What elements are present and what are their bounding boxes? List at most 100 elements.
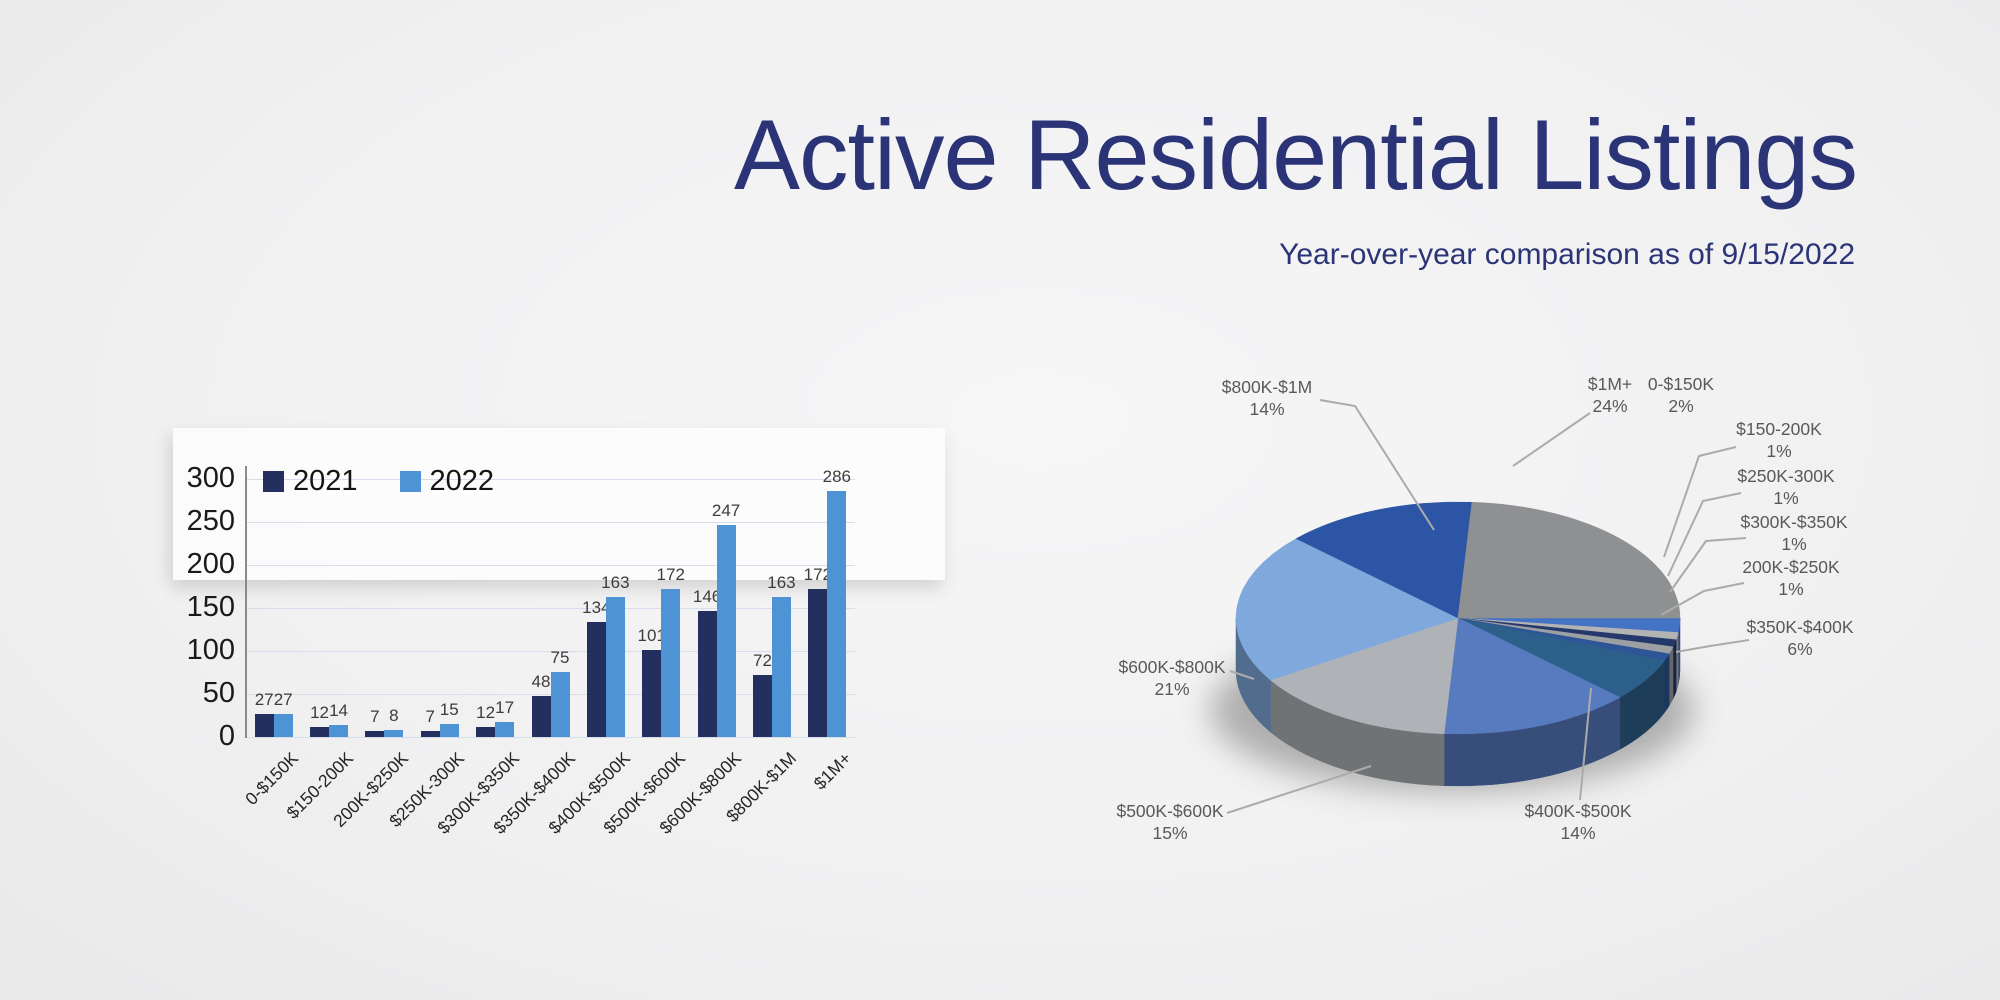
bar-2021 xyxy=(752,675,772,737)
pie-slice-side-$400K-$500K xyxy=(1443,696,1621,787)
bar-value-label: 172 xyxy=(656,565,685,584)
y-axis-tick-label: 0 xyxy=(218,720,235,752)
bar-2022 xyxy=(771,597,791,737)
pie-label-category: $250K-300K xyxy=(1737,466,1835,486)
bar-chart-plot-area: 0 50 100 150 200 250 300 27 27 0-$150K 12 14 $150-20… xyxy=(135,350,975,870)
pie-label-percent: 21% xyxy=(1154,679,1190,699)
x-axis-category-label: $500K-$600K xyxy=(599,748,690,838)
pie-label-percent: 1% xyxy=(1773,488,1799,508)
bar-value-label: 27 xyxy=(273,690,293,709)
pie-slice-$400K-$500K xyxy=(1443,617,1621,735)
bar-2021 xyxy=(642,650,662,737)
pie-label-percent: 24% xyxy=(1592,396,1628,416)
pie-label-$300K-$350K: $300K-$350K 1% xyxy=(1709,511,1879,555)
pie-slice-side-$250K-300K xyxy=(1668,646,1674,707)
pie-label-$500K-$600K: $500K-$600K 15% xyxy=(1085,800,1255,844)
x-axis-category-label: 200K-$250K xyxy=(329,748,413,831)
bar-value-label: 17 xyxy=(495,698,515,717)
x-axis-category-label: $350K-$400K xyxy=(488,748,579,838)
bar-2022 xyxy=(550,672,570,737)
legend-label-2021: 2021 xyxy=(293,464,358,497)
y-axis-tick-label: 50 xyxy=(202,677,235,709)
bar-2022 xyxy=(661,589,681,737)
bar-value-label: 27 xyxy=(254,690,274,709)
bar-2021 xyxy=(697,611,717,737)
pie-slice-$250K-300K xyxy=(1457,617,1674,655)
bar-value-label: 134 xyxy=(582,598,611,617)
pie-slice-$150-200K xyxy=(1457,617,1679,641)
pie-label-$400K-$500K: $400K-$500K 14% xyxy=(1493,800,1663,844)
pie-slice-side-$150-200K xyxy=(1675,632,1679,692)
legend-swatch-2021 xyxy=(263,470,284,492)
x-axis-category-label: $150-200K xyxy=(282,748,358,823)
bar-2022 xyxy=(439,724,459,737)
bar-2022 xyxy=(495,722,515,737)
bar-value-label: 48 xyxy=(531,672,551,691)
pie-leader-line-$1M+ xyxy=(1512,412,1591,467)
y-axis-tick-label: 250 xyxy=(186,505,235,537)
pie-slice-side-$350K-$400K xyxy=(1619,659,1665,750)
pie-slice-side-0-$150K xyxy=(1678,617,1681,685)
pie-label-$350K-$400K: $350K-$400K 6% xyxy=(1715,616,1885,660)
bar-2021 xyxy=(254,714,274,737)
x-axis-category-label: $400K-$500K xyxy=(544,748,635,838)
bar-value-label: 286 xyxy=(822,467,851,486)
x-axis-category-label: $600K-$800K xyxy=(654,748,745,838)
pie-label-$250K-300K: $250K-300K 1% xyxy=(1701,465,1871,509)
bar-2022 xyxy=(605,597,625,737)
y-axis-line xyxy=(245,466,247,738)
pie-leader-line-$400K-$500K xyxy=(1579,687,1592,801)
pie-label-200K-$250K: 200K-$250K 1% xyxy=(1706,556,1876,600)
pie-label-$1M+: $1M+ 24% xyxy=(1525,373,1695,417)
bar-value-label: 75 xyxy=(550,648,570,667)
gridline xyxy=(246,608,855,609)
bar-2021 xyxy=(531,696,551,737)
bar-2022 xyxy=(273,714,293,737)
bar-value-label: 12 xyxy=(476,703,496,722)
pie-label-$800K-$1M: $800K-$1M 14% xyxy=(1182,376,1352,420)
bar-2022 xyxy=(827,491,847,737)
pie-label-category: $500K-$600K xyxy=(1116,801,1224,821)
bar-value-label: 8 xyxy=(389,706,399,725)
bar-value-label: 101 xyxy=(637,626,666,645)
pie-slice-$600K-$800K xyxy=(1235,538,1459,681)
bar-value-label: 7 xyxy=(370,707,380,726)
pie-label-category: $800K-$1M xyxy=(1221,377,1313,397)
pie-slice-$300K-$350K xyxy=(1457,617,1670,661)
bar-value-label: 247 xyxy=(711,501,741,520)
pie-slice-$500K-$600K xyxy=(1270,617,1459,735)
page-title: Active Residential Listings xyxy=(733,99,1858,210)
pie-slice-side-$300K-$350K xyxy=(1664,652,1670,714)
pie-label-percent: 14% xyxy=(1560,823,1596,843)
pie-label-percent: 1% xyxy=(1766,441,1792,461)
pie-label-category: $150-200K xyxy=(1736,419,1822,439)
pie-slice-side-$500K-$600K xyxy=(1270,679,1445,787)
bar-2021 xyxy=(808,589,828,737)
pie-label-$600K-$800K: $600K-$800K 21% xyxy=(1087,656,1257,700)
bar-value-label: 146 xyxy=(692,587,722,606)
bar-value-label: 163 xyxy=(767,573,796,592)
bar-value-label: 15 xyxy=(439,700,459,719)
y-axis-tick-label: 150 xyxy=(186,591,235,623)
bar-2022 xyxy=(716,525,736,737)
axis-backdrop-panel xyxy=(173,428,945,580)
legend-swatch-2022 xyxy=(399,470,421,492)
bar-2021 xyxy=(476,727,496,737)
pie-label-percent: 2% xyxy=(1668,396,1694,416)
gridline xyxy=(246,651,855,652)
bar-2021 xyxy=(420,731,440,737)
bar-2021 xyxy=(586,622,606,737)
x-axis-category-label: $800K-$1M xyxy=(721,748,801,827)
bar-value-label: 14 xyxy=(329,701,348,720)
gridline xyxy=(246,522,855,523)
x-axis-category-label: $250K-300K xyxy=(384,748,468,831)
pie-label-percent: 15% xyxy=(1152,823,1188,843)
pie-label-category: $400K-$500K xyxy=(1524,801,1632,821)
pie-label-percent: 1% xyxy=(1778,579,1804,599)
bar-2022 xyxy=(384,730,404,737)
pie-label-category: $350K-$400K xyxy=(1746,617,1854,637)
pie-slice-side-200K-$250K xyxy=(1672,639,1677,699)
pie-label-category: 200K-$250K xyxy=(1742,557,1840,577)
pie-slice-$1M+ xyxy=(1457,501,1681,619)
